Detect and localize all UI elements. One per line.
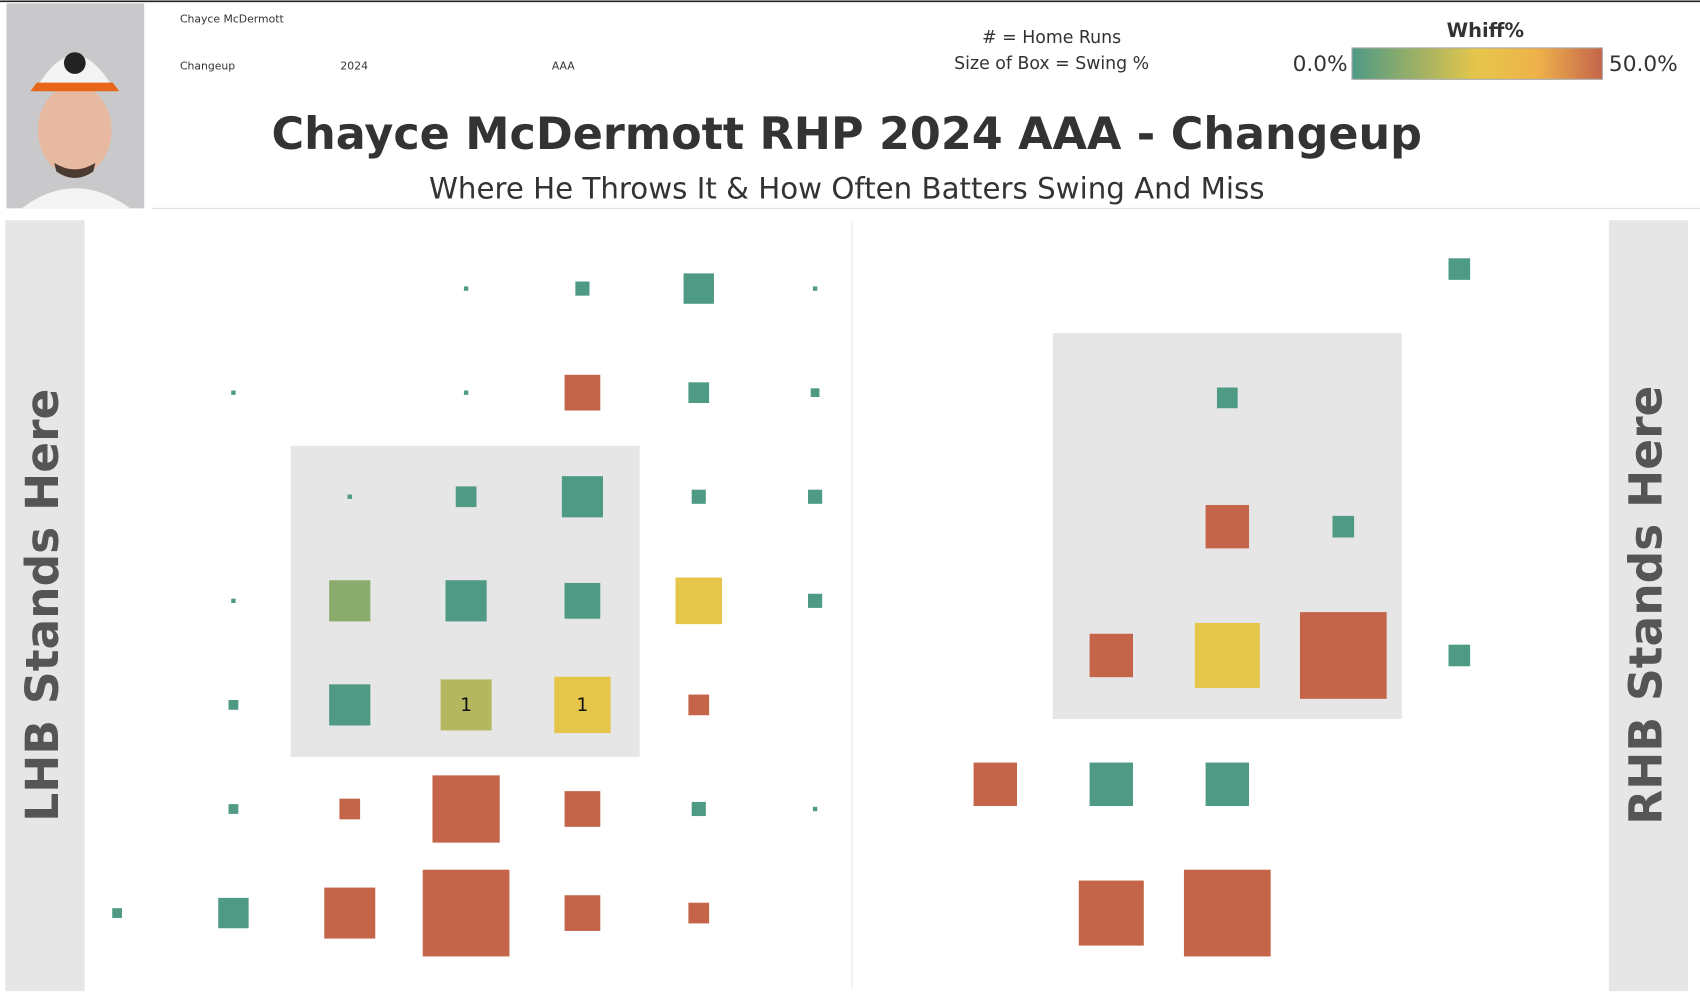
zone-box — [228, 700, 239, 710]
zone-box — [812, 806, 818, 812]
zone-box — [688, 694, 710, 716]
zone-box — [463, 286, 469, 291]
pitch-filter: Changeup — [180, 59, 235, 72]
zone-box — [347, 494, 352, 499]
zone-box — [564, 791, 601, 827]
zone-box — [683, 273, 714, 304]
zone-box — [1205, 504, 1250, 549]
zone-box — [1183, 869, 1271, 957]
zone-box — [1194, 622, 1260, 688]
level-filter: AAA — [552, 59, 575, 72]
zone-box — [1448, 644, 1471, 667]
color-legend-title: Whiff% — [1447, 19, 1524, 42]
zone-box — [1216, 387, 1238, 409]
subtitle: Where He Throws It & How Often Batters S… — [429, 171, 1264, 205]
zone-box — [564, 374, 601, 411]
zone-box — [329, 684, 371, 726]
home-run-label: 1 — [577, 695, 589, 716]
zone-box — [561, 476, 604, 518]
zone-box — [1089, 633, 1133, 678]
zone-box — [440, 679, 492, 731]
zone-box — [810, 388, 820, 398]
legend-hr: # = Home Runs — [982, 28, 1121, 48]
color-legend-bar — [1351, 47, 1603, 80]
zone-box — [808, 593, 823, 608]
zone-box — [973, 762, 1017, 806]
zone-box — [691, 801, 706, 817]
zone-box — [231, 390, 236, 395]
zone-box — [691, 489, 706, 504]
color-tick-label: 50.0% — [1609, 52, 1678, 77]
zone-box — [1448, 258, 1471, 280]
zone-box — [1205, 762, 1250, 806]
zone-box — [112, 908, 122, 918]
zone-box — [688, 382, 710, 404]
player-name: Chayce McDermott — [180, 13, 284, 26]
color-tick-label: 0.0% — [1293, 52, 1348, 77]
zone-box — [463, 390, 469, 395]
season-filter: 2024 — [340, 59, 368, 72]
zone-box — [1078, 880, 1144, 946]
zone-box — [812, 286, 818, 291]
batter-side-bar — [1608, 220, 1689, 992]
zone-box — [324, 887, 376, 939]
zone-box — [675, 577, 723, 625]
batter-side-label: LHB Stands Here — [16, 389, 69, 822]
zone-box — [445, 580, 487, 622]
zone-box — [564, 895, 601, 931]
title: Chayce McDermott RHP 2024 AAA - Changeup — [271, 109, 1422, 160]
zone-box — [808, 489, 823, 504]
zone-box — [564, 582, 601, 619]
legend-size: Size of Box = Swing % — [954, 54, 1149, 74]
zone-box — [432, 775, 500, 843]
zone-box — [422, 869, 510, 957]
zone-box — [339, 798, 361, 820]
zone-box — [329, 580, 371, 622]
player-photo — [6, 3, 145, 209]
zone-box — [688, 902, 710, 924]
zone-box — [1089, 762, 1133, 806]
batter-side-label: RHB Stands Here — [1620, 386, 1673, 825]
zone-box — [1332, 515, 1355, 538]
zone-box — [575, 281, 590, 296]
zone-box — [554, 676, 611, 734]
zone-box — [1299, 612, 1387, 699]
zone-box — [231, 598, 236, 604]
zone-box — [455, 486, 477, 508]
zone-box — [228, 804, 239, 814]
zone-box — [218, 897, 249, 929]
batter-side-bar — [5, 220, 85, 992]
home-run-label: 1 — [460, 695, 472, 716]
